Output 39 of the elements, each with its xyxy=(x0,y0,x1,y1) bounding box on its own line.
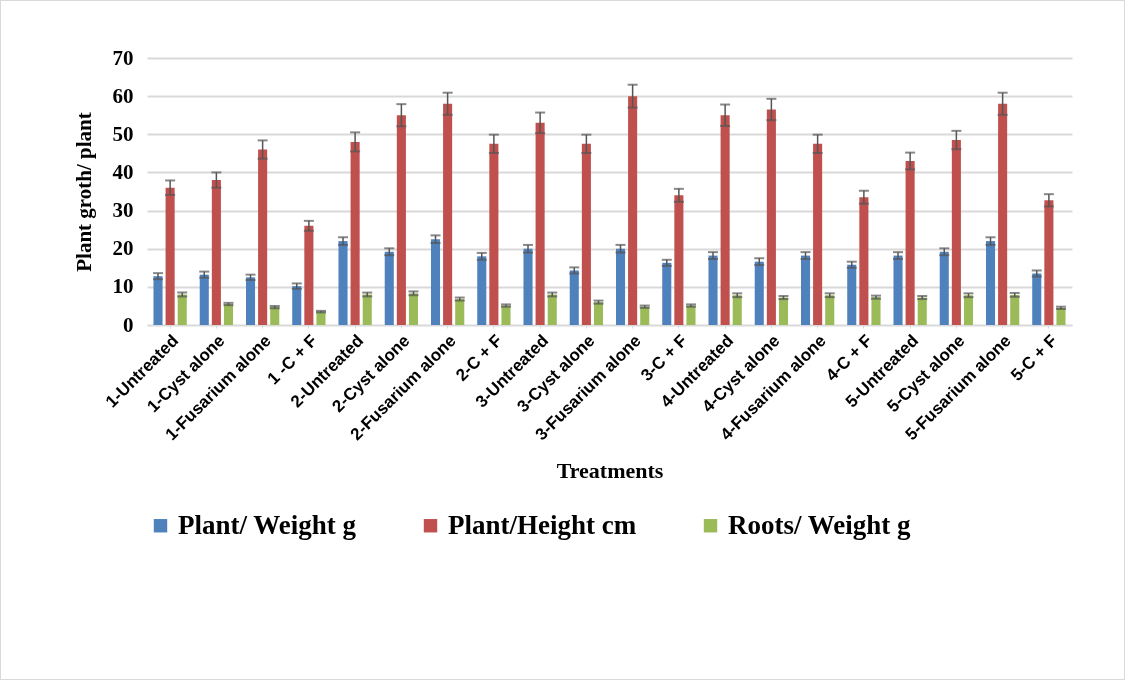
y-tick-label: 40 xyxy=(112,159,134,184)
bar xyxy=(593,302,604,325)
bar xyxy=(951,140,961,325)
bar xyxy=(535,122,545,325)
bar xyxy=(304,225,314,325)
bar xyxy=(165,187,175,325)
y-tick-label: 10 xyxy=(112,274,134,299)
bar xyxy=(859,197,869,325)
bar xyxy=(581,143,591,325)
bar xyxy=(316,311,326,325)
bar xyxy=(905,160,915,325)
bar xyxy=(396,115,406,325)
bar xyxy=(211,180,221,325)
x-axis-title: Treatments xyxy=(556,458,664,484)
bar xyxy=(350,141,360,325)
bar xyxy=(813,143,823,325)
y-tick-label: 50 xyxy=(112,121,134,146)
y-tick-label: 70 xyxy=(112,45,134,70)
bar xyxy=(1010,294,1020,325)
y-tick-label: 20 xyxy=(112,236,134,261)
bar xyxy=(258,149,268,325)
y-tick-label: 30 xyxy=(112,198,134,223)
y-tick-label: 0 xyxy=(123,312,134,337)
bar xyxy=(720,115,730,325)
legend-label: Plant/Height cm xyxy=(448,509,637,540)
y-axis-title: Plant groth/ plant xyxy=(71,112,96,272)
bar xyxy=(674,195,684,325)
bar xyxy=(628,96,638,325)
bar xyxy=(443,103,453,325)
bar xyxy=(871,297,881,325)
bar xyxy=(1044,200,1054,325)
bar xyxy=(223,304,234,325)
y-tick-label: 60 xyxy=(112,83,134,108)
bar xyxy=(998,103,1008,325)
legend-label: Roots/ Weight g xyxy=(728,509,912,540)
bar xyxy=(489,143,499,325)
bar xyxy=(766,109,776,325)
bar xyxy=(455,299,465,325)
legend-label: Plant/ Weight g xyxy=(178,509,357,540)
